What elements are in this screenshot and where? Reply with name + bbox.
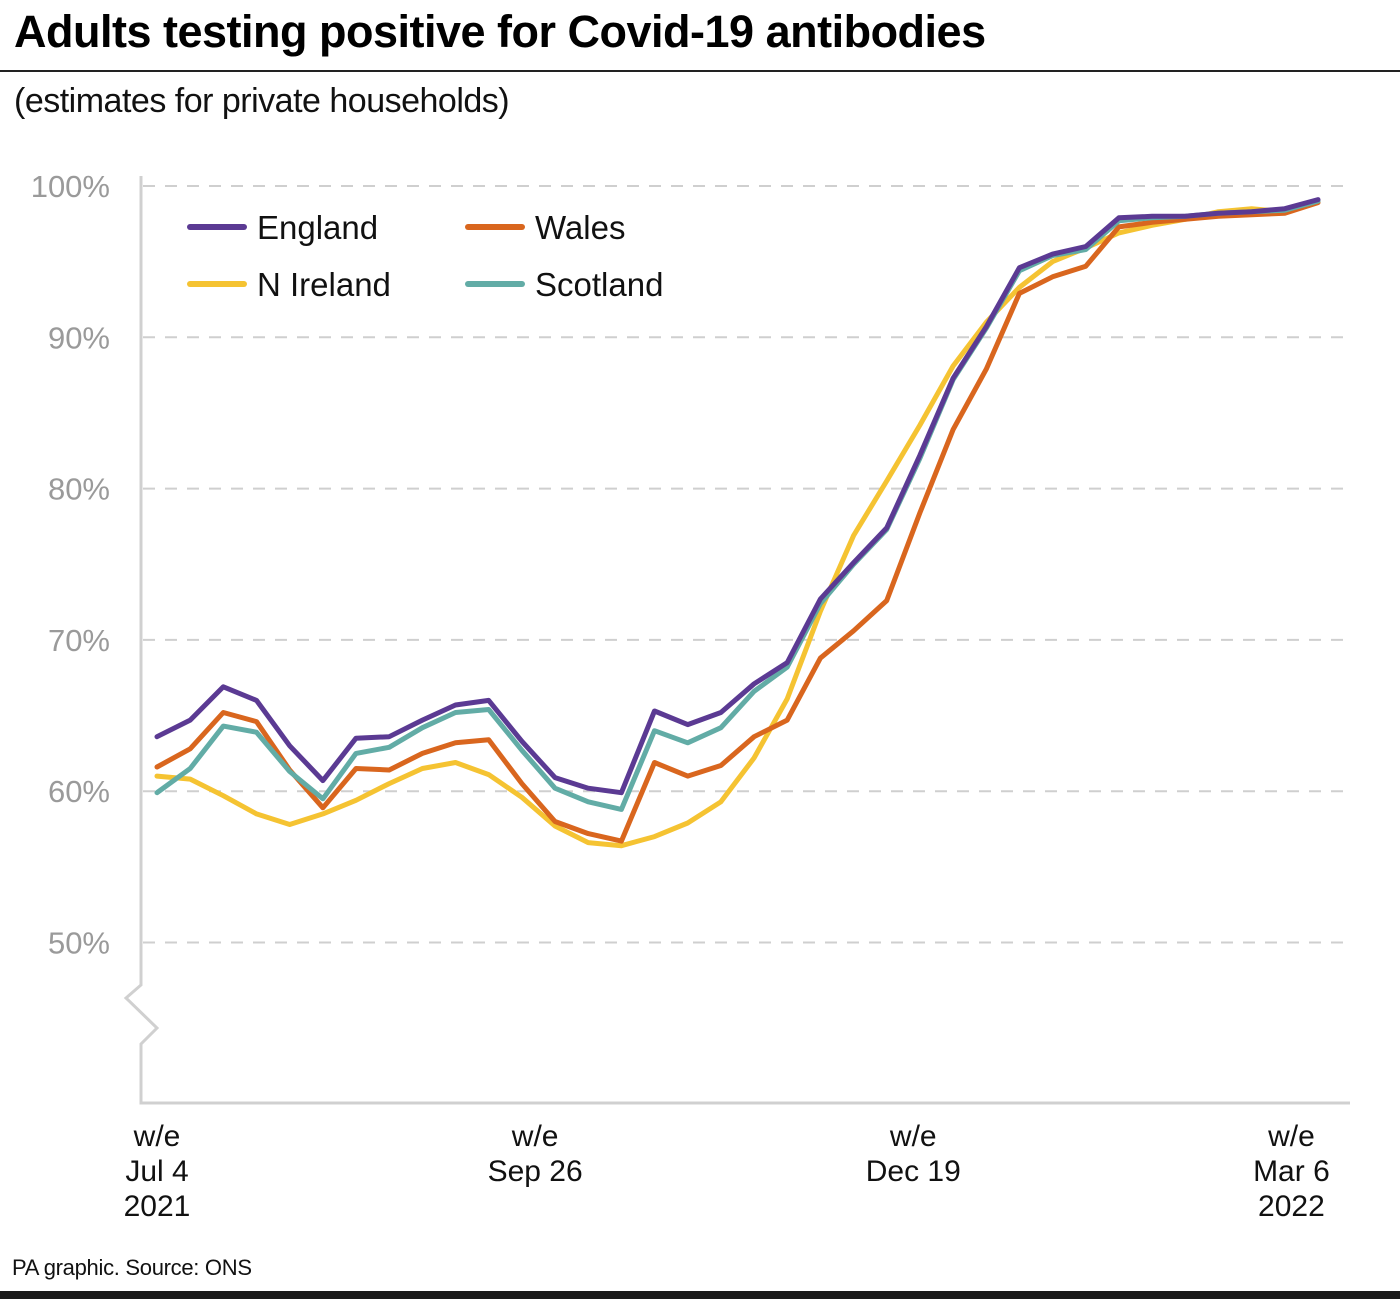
x-tick-line: Mar 6 bbox=[1253, 1155, 1330, 1188]
x-tick-line: w/e bbox=[1267, 1120, 1315, 1153]
chart-title: Adults testing positive for Covid-19 ant… bbox=[14, 6, 986, 57]
axis-with-break bbox=[123, 176, 1350, 1105]
x-tick-line: 2021 bbox=[124, 1190, 191, 1223]
y-tick-label: 70% bbox=[48, 623, 110, 658]
axes bbox=[123, 176, 1350, 1105]
legend-item-n-ireland: N Ireland bbox=[187, 266, 391, 303]
x-tick-line: w/e bbox=[133, 1120, 181, 1153]
series-lines bbox=[154, 197, 1321, 849]
series-line-wales bbox=[154, 200, 1321, 844]
series-line-scotland bbox=[154, 198, 1321, 812]
y-tick-label: 90% bbox=[48, 320, 110, 355]
bottom-bar bbox=[0, 1291, 1400, 1299]
source-note: PA graphic. Source: ONS bbox=[12, 1255, 252, 1280]
y-tick-label: 60% bbox=[48, 774, 110, 809]
chart-subtitle: (estimates for private households) bbox=[14, 82, 510, 120]
y-tick-label: 80% bbox=[48, 472, 110, 507]
legend: England Wales N Ireland Scotland bbox=[187, 209, 663, 303]
x-tick-line: 2022 bbox=[1258, 1190, 1325, 1223]
legend-label: N Ireland bbox=[257, 266, 391, 303]
y-tick-label: 100% bbox=[31, 169, 110, 204]
legend-item-england: England bbox=[187, 209, 378, 246]
x-tick-line: Dec 19 bbox=[866, 1155, 961, 1188]
x-tick-line: Jul 4 bbox=[125, 1155, 188, 1188]
gridlines bbox=[143, 185, 1350, 944]
series-line-n-ireland bbox=[154, 198, 1321, 849]
legend-label: England bbox=[257, 209, 378, 246]
series-line-england bbox=[154, 197, 1321, 796]
x-tick-line: w/e bbox=[889, 1120, 937, 1153]
legend-item-wales: Wales bbox=[465, 209, 625, 246]
legend-label: Wales bbox=[535, 209, 625, 246]
y-tick-labels: 100% 90% 80% 70% 60% 50% bbox=[31, 169, 110, 961]
title-divider bbox=[0, 70, 1400, 72]
legend-label: Scotland bbox=[535, 266, 663, 303]
x-tick-line: Sep 26 bbox=[488, 1155, 583, 1188]
y-tick-label: 50% bbox=[48, 926, 110, 961]
x-tick-line: w/e bbox=[511, 1120, 559, 1153]
legend-item-scotland: Scotland bbox=[465, 266, 663, 303]
